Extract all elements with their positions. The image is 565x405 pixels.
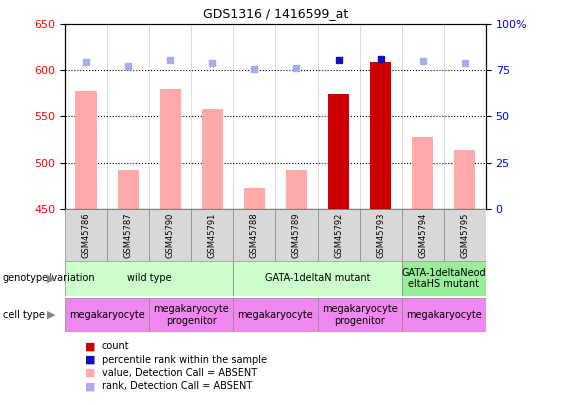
Bar [412, 137, 433, 209]
Text: GSM45791: GSM45791 [208, 212, 217, 258]
Bar [149, 298, 233, 332]
Bar [191, 209, 233, 261]
Text: rank, Detection Call = ABSENT: rank, Detection Call = ABSENT [102, 382, 252, 391]
Text: GSM45789: GSM45789 [292, 212, 301, 258]
Bar [149, 209, 191, 261]
Bar [233, 209, 276, 261]
Text: genotype/variation: genotype/variation [3, 273, 95, 283]
Bar [65, 298, 149, 332]
Text: megakaryocyte
progenitor: megakaryocyte progenitor [321, 304, 398, 326]
Text: GSM45790: GSM45790 [166, 212, 175, 258]
Bar [402, 298, 486, 332]
Text: megakaryocyte: megakaryocyte [69, 310, 145, 320]
Bar [76, 91, 97, 209]
Bar [202, 109, 223, 209]
Bar [318, 298, 402, 332]
Bar [160, 89, 181, 209]
Text: GSM45786: GSM45786 [81, 212, 90, 258]
Text: GSM45788: GSM45788 [250, 212, 259, 258]
Text: ▶: ▶ [46, 273, 55, 283]
Text: wild type: wild type [127, 273, 171, 283]
Text: ▶: ▶ [46, 310, 55, 320]
Text: ■: ■ [85, 355, 95, 364]
Text: GATA-1deltaN mutant: GATA-1deltaN mutant [265, 273, 370, 283]
Text: ■: ■ [85, 368, 95, 378]
Bar [402, 209, 444, 261]
Text: ■: ■ [85, 382, 95, 391]
Text: megakaryocyte
progenitor: megakaryocyte progenitor [153, 304, 229, 326]
Bar [107, 209, 149, 261]
Text: GSM45794: GSM45794 [418, 212, 427, 258]
Bar [402, 261, 486, 296]
Text: ■: ■ [85, 341, 95, 351]
Bar [328, 94, 349, 209]
Bar [276, 209, 318, 261]
Bar [233, 298, 318, 332]
Bar [318, 209, 360, 261]
Text: cell type: cell type [3, 310, 45, 320]
Text: GSM45787: GSM45787 [124, 212, 133, 258]
Title: GDS1316 / 1416599_at: GDS1316 / 1416599_at [203, 7, 348, 20]
Bar [444, 209, 486, 261]
Text: GSM45792: GSM45792 [334, 212, 343, 258]
Bar [233, 261, 402, 296]
Bar [65, 261, 233, 296]
Bar [370, 62, 391, 209]
Bar [244, 188, 265, 209]
Bar [454, 149, 475, 209]
Text: percentile rank within the sample: percentile rank within the sample [102, 355, 267, 364]
Bar [286, 170, 307, 209]
Text: count: count [102, 341, 129, 351]
Text: GATA-1deltaNeod
eltaHS mutant: GATA-1deltaNeod eltaHS mutant [402, 268, 486, 289]
Text: GSM45795: GSM45795 [460, 212, 470, 258]
Text: value, Detection Call = ABSENT: value, Detection Call = ABSENT [102, 368, 257, 378]
Bar [359, 209, 402, 261]
Bar [65, 209, 107, 261]
Text: megakaryocyte: megakaryocyte [406, 310, 482, 320]
Bar [118, 170, 138, 209]
Text: megakaryocyte: megakaryocyte [237, 310, 314, 320]
Text: GSM45793: GSM45793 [376, 212, 385, 258]
